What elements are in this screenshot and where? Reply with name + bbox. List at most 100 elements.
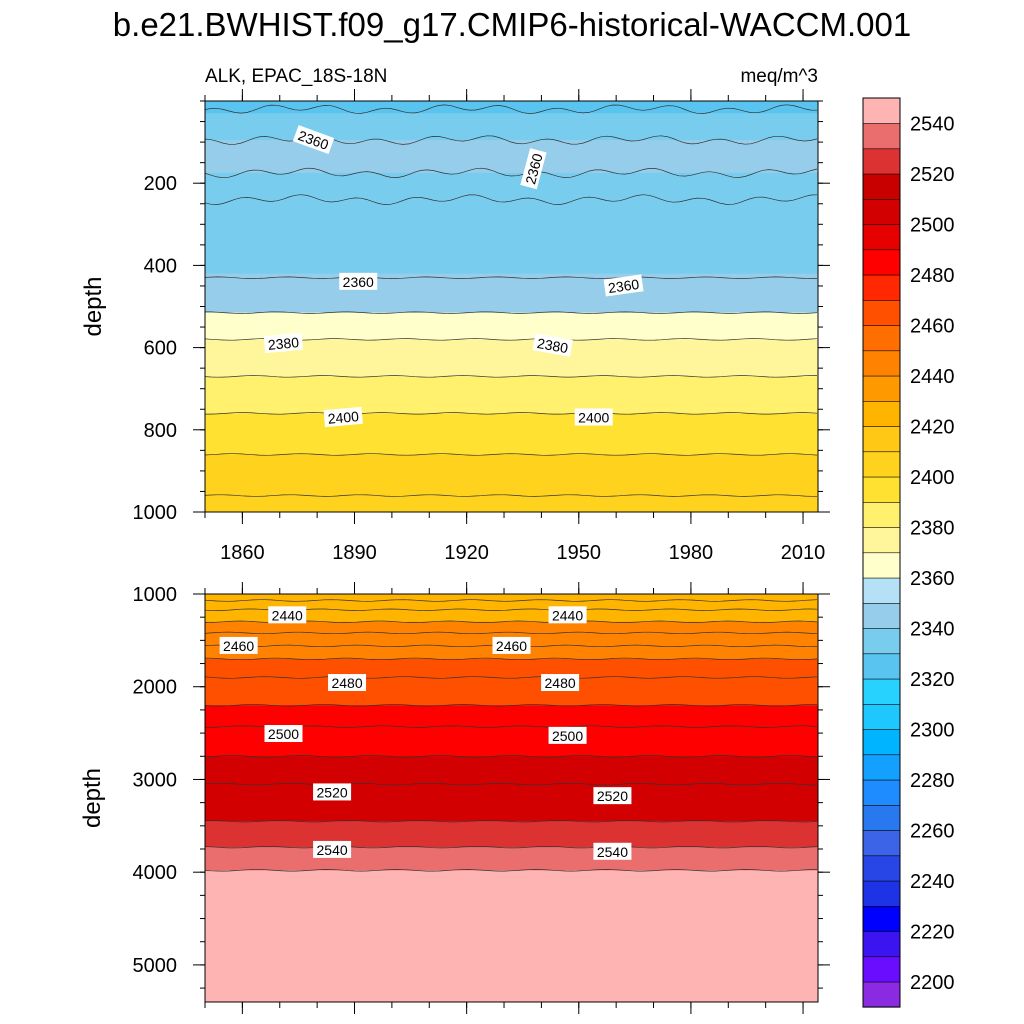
x-tick-label: 1920	[444, 542, 489, 564]
contour-band	[205, 376, 818, 414]
y-tick-label: 400	[144, 255, 177, 277]
colorbar-label: 2220	[910, 921, 955, 943]
contour-line	[205, 845, 818, 849]
contour-label: 2500	[548, 726, 587, 744]
svg-text:2480: 2480	[331, 675, 362, 691]
contour-line	[205, 104, 818, 114]
colorbar-box	[862, 754, 901, 781]
contour-label: 2380	[263, 332, 304, 354]
contour-label: 2400	[574, 408, 613, 426]
svg-text:2520: 2520	[597, 788, 628, 804]
colorbar-box	[862, 703, 901, 730]
colorbar-box	[862, 602, 901, 629]
contour-line	[205, 375, 817, 378]
colorbar-label: 2320	[910, 669, 955, 691]
contour-line	[205, 676, 818, 679]
y-tick-label: 4000	[133, 862, 178, 884]
colorbar-box	[862, 577, 901, 604]
contour-label: 2360	[520, 148, 547, 190]
contour-label: 2380	[532, 333, 573, 357]
y-tick-label: 1000	[133, 502, 178, 524]
x-tick-label: 1950	[557, 542, 602, 564]
contour-label: 2540	[593, 842, 632, 860]
contour-label: 2440	[548, 606, 587, 624]
contour-band	[205, 312, 818, 340]
svg-text:2440: 2440	[552, 607, 583, 623]
y-tick-label: 1000	[133, 584, 178, 606]
colorbar-box	[862, 526, 901, 554]
contour-band	[205, 273, 818, 314]
colorbar-box	[862, 198, 901, 225]
chart-title: b.e21.BWHIST.f09_g17.CMIP6-historical-WA…	[113, 6, 911, 43]
colorbar-label: 2380	[910, 517, 955, 539]
lower-panel: 2440 2440 2460 2460 2480 2480 2500 2500 2520 2520…	[79, 582, 830, 1014]
contour-line	[205, 608, 818, 611]
colorbar-box	[862, 779, 901, 806]
contour-label: 2480	[328, 674, 367, 692]
contour-line	[205, 599, 818, 602]
y-tick-label: 600	[144, 338, 177, 360]
colorbar-box	[862, 148, 901, 175]
colorbar-box	[862, 855, 901, 882]
colorbar-label: 2300	[910, 719, 955, 741]
svg-text:2500: 2500	[268, 726, 299, 742]
colorbar-box	[862, 249, 901, 276]
subtitle-units: meq/m^3	[740, 66, 818, 87]
colorbar-box	[862, 173, 901, 200]
contour-label: 2500	[264, 725, 303, 743]
contour-band	[205, 454, 818, 512]
colorbar-box	[862, 375, 901, 402]
colorbar-box	[862, 981, 901, 1008]
contour-label: 2360	[339, 272, 378, 290]
x-tick-label: 2010	[781, 542, 826, 564]
contour-line	[205, 453, 818, 456]
contour-line	[205, 620, 818, 623]
contour-line	[205, 725, 818, 728]
contour-band	[205, 756, 818, 822]
colorbar-box	[862, 728, 901, 756]
svg-text:2380: 2380	[536, 335, 570, 356]
svg-text:2460: 2460	[496, 638, 527, 654]
colorbar-label: 2280	[910, 770, 955, 792]
colorbar-label: 2340	[910, 618, 955, 640]
contour-band	[205, 705, 818, 757]
y-tick-label: 2000	[133, 677, 178, 699]
x-tick-label: 1980	[669, 542, 714, 564]
svg-text:2380: 2380	[267, 334, 300, 353]
contour-band	[205, 413, 818, 455]
colorbar-box	[862, 122, 901, 150]
plot-frame	[204, 593, 819, 1003]
svg-text:2360: 2360	[607, 276, 640, 296]
svg-text:2400: 2400	[327, 408, 360, 427]
colorbar-box	[862, 451, 901, 478]
colorbar-box	[862, 299, 901, 326]
colorbar-box	[862, 350, 901, 377]
contour-label: 2520	[593, 787, 632, 805]
contour-band	[205, 594, 818, 623]
x-tick-label: 1860	[220, 542, 265, 564]
colorbar-box	[862, 653, 901, 680]
contour-line	[205, 194, 818, 205]
colorbar-label: 2420	[910, 416, 955, 438]
colorbar-label: 2500	[910, 214, 955, 236]
svg-text:2400: 2400	[578, 409, 609, 425]
y-tick-label: 5000	[133, 955, 178, 977]
contour-line	[205, 782, 817, 786]
x-tick-label: 1890	[332, 542, 377, 564]
svg-text:2360: 2360	[343, 274, 374, 290]
contour-label: 2520	[313, 783, 352, 801]
y-tick-label: 800	[144, 420, 177, 442]
contour-line	[205, 704, 817, 707]
colorbar-box	[862, 956, 901, 983]
contour-line	[205, 657, 818, 661]
y-axis-label: depth	[80, 276, 107, 336]
colorbar-box	[862, 425, 901, 453]
contour-label: 2360	[603, 274, 644, 297]
colorbar-box	[862, 223, 901, 251]
contour-label: 2460	[492, 636, 531, 654]
svg-text:2480: 2480	[545, 675, 576, 691]
colorbar-label: 2400	[910, 467, 955, 489]
contour-label: 2400	[323, 406, 363, 428]
contour-line	[205, 276, 818, 279]
